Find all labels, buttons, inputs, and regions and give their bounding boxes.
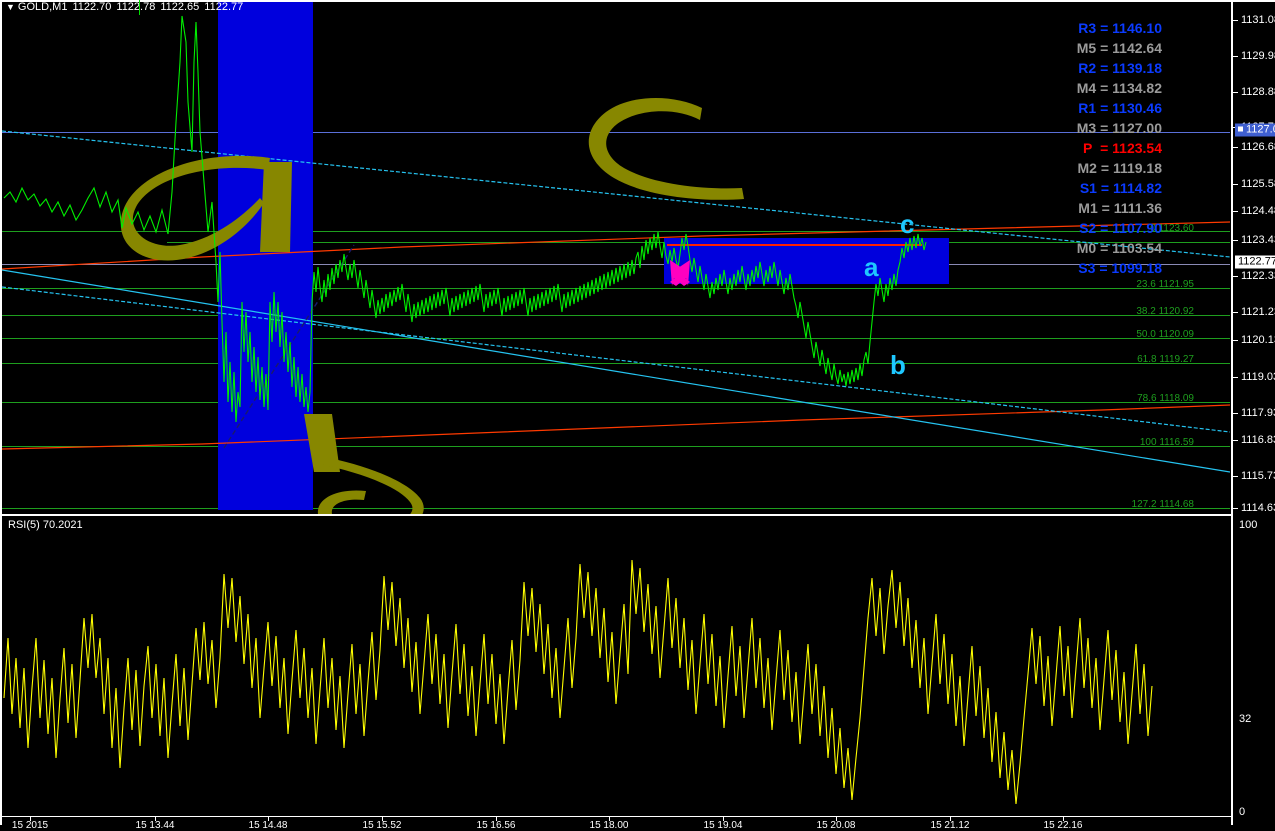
price-tick-label: 1121.23 [1241,306,1275,318]
price-tick-label: 1123.43 [1241,234,1275,246]
rsi-tick-label: 32 [1239,713,1252,725]
pivot-row-p: P = 1123.54 [1082,140,1162,156]
crosshair-vertical-line [139,0,140,15]
fib-label-236: 23.6 1121.95 [1136,279,1194,290]
time-tick-label: 15 22.16 [1043,820,1083,831]
price-tick-label: 1125.58 [1241,178,1275,190]
wave-label-c: c [900,209,915,239]
price-tick-label: 1126.68 [1241,141,1275,153]
pane-separator [0,514,1232,516]
time-tick-label: 15 2015 [11,820,49,831]
time-tick-label: 15 15.52 [362,820,402,831]
trendline-red-lower [2,404,1230,450]
trendline-dashed-inner [223,244,355,449]
pivot-line-m3 [2,132,1230,133]
fib-line-0 [2,231,1230,232]
time-tick-label: 15 13.44 [135,820,175,831]
quote-low: 1122.65 [160,1,200,13]
price-chart-pane[interactable]: 0 1123.60 23.6 1121.95 38.2 1120.92 50.0… [2,2,1230,514]
pivot-levels-legend: R3 = 1146.10 M5 = 1142.64 R2 = 1139.18 M… [1077,18,1162,278]
price-tick-label: 1116.83 [1241,434,1275,446]
wave-label-b: b [890,350,906,380]
rsi-bottom-separator [0,816,1232,817]
fib-line-100 [2,446,1230,447]
price-tick-label: 1122.33 [1241,270,1275,282]
fib-line-500 [2,338,1230,339]
pivot-row-s1: S1 = 1114.82 [1079,180,1162,196]
fib-label-382: 38.2 1120.92 [1136,306,1194,317]
pivot-row-m1: M1 = 1111.36 [1078,200,1162,216]
time-tick-label: 15 16.56 [476,820,516,831]
time-tick-label: 15 14.48 [248,820,288,831]
pivot-row-r2: R2 = 1139.18 [1078,60,1162,76]
price-tick-label: 1115.73 [1241,470,1275,482]
price-tick-label: 1129.98 [1241,50,1275,62]
rsi-scale-axis[interactable]: 100 32 0 [1231,518,1275,825]
fib-line-1272 [2,508,1230,509]
magenta-arrow-marker [670,260,690,286]
trendline-cyan-lower [2,269,1230,473]
time-axis[interactable]: 15 2015 15 13.44 15 14.48 15 15.52 15 16… [0,817,1231,831]
fib-label-1272: 127.2 1114.68 [1131,499,1194,510]
triangle-down-icon[interactable]: ▼ [6,2,15,13]
annotation-scribble-layer [120,97,744,514]
last-price-line [2,264,1230,265]
quote-high: 1122.78 [116,1,156,13]
time-tick-label: 15 19.04 [703,820,743,831]
fib-label-500: 50.0 1120.09 [1136,329,1194,340]
fib-line-382 [2,315,1230,316]
fib-label-786: 78.6 1118.09 [1137,393,1194,404]
scribble-letter-c [588,97,744,200]
pivot-row-r3: R3 = 1146.10 [1078,20,1162,36]
price-tick-label: 1128.88 [1241,86,1275,98]
fib-line-236 [2,288,1230,289]
fib-line-786 [2,402,1230,403]
quote-close: 1122.77 [204,1,244,13]
rsi-tick-label: 0 [1239,806,1246,818]
price-tick-label: 1131.08 [1241,14,1275,26]
pivot-row-m0: M0 = 1103.54 [1076,240,1162,256]
price-tick-label: 1119.03 [1241,371,1275,383]
pivot-row-m4: M4 = 1134.82 [1076,80,1162,96]
crosshair-price-tag: 1127.08 [1235,123,1275,137]
rsi-indicator-pane[interactable] [2,518,1230,816]
pivot-row-m2: M2 = 1119.18 [1077,160,1162,176]
fib-label-0: 0 1123.60 [1150,223,1194,234]
rsi-line-series [3,559,1153,805]
price-tick-label: 1117.93 [1241,407,1275,419]
price-tick-label: 1120.13 [1241,334,1275,346]
symbol-quote-bar: ▼ GOLD,M1 1122.70 1122.78 1122.65 1122.77 [6,1,243,14]
symbol-name: GOLD,M1 [17,1,68,13]
fib-label-618: 61.8 1119.27 [1137,354,1194,365]
pivot-row-s3: S3 = 1099.18 [1078,260,1162,276]
price-tick-label: 1124.48 [1241,205,1275,217]
pivot-row-s2: S2 = 1107.90 [1079,220,1162,236]
pivot-row-m5: M5 = 1142.64 [1076,40,1162,56]
fib-label-100: 100 1116.59 [1139,437,1194,448]
price-line-series [3,15,927,423]
scribble-letter-b [304,414,424,514]
scribble-letter-a [120,155,292,261]
fib-line-618 [2,363,1230,364]
price-tick-label: 1114.63 [1241,502,1275,514]
price-scale-axis[interactable]: 1131.08 1129.98 1128.88 1127.78 1126.68 … [1231,0,1275,518]
crosshair-square-icon [1238,126,1243,132]
pivot-row-m3: M3 = 1127.00 [1076,120,1162,136]
last-price-tag: 1122.77 [1235,255,1275,269]
trendline-cyan-mid [2,286,1230,433]
time-tick-label: 15 20.08 [816,820,856,831]
rsi-indicator-label: RSI(5) 70.2021 [8,519,83,531]
quote-open: 1122.70 [72,1,112,13]
time-tick-label: 15 21.12 [930,820,970,831]
pivot-row-r1: R1 = 1130.46 [1078,100,1162,116]
rsi-tick-label: 100 [1239,519,1258,531]
wave-label-a: a [864,252,879,282]
time-tick-label: 15 18.00 [589,820,629,831]
